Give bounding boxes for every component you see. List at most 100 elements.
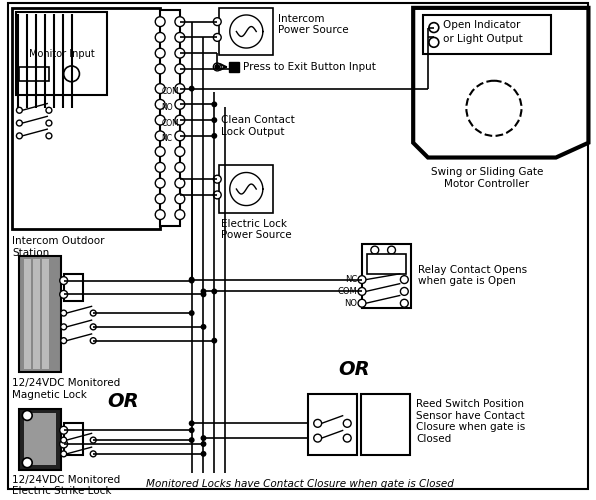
Circle shape — [175, 178, 185, 188]
Text: or Light Output: or Light Output — [443, 34, 523, 44]
Circle shape — [313, 420, 322, 428]
Bar — [42, 259, 49, 369]
Circle shape — [189, 86, 195, 91]
Bar — [367, 254, 406, 274]
Text: Clean Contact
Lock Output: Clean Contact Lock Output — [221, 115, 295, 137]
Text: Monitored Locks have Contact Closure when gate is Closed: Monitored Locks have Contact Closure whe… — [146, 480, 454, 490]
Circle shape — [61, 437, 67, 443]
Circle shape — [213, 18, 221, 25]
Circle shape — [213, 63, 221, 71]
Circle shape — [313, 434, 322, 442]
Circle shape — [60, 440, 67, 448]
Circle shape — [189, 276, 195, 282]
Circle shape — [358, 276, 366, 283]
Circle shape — [429, 22, 439, 32]
Circle shape — [175, 100, 185, 110]
Circle shape — [175, 84, 185, 94]
Text: Open Indicator: Open Indicator — [443, 20, 520, 30]
Circle shape — [22, 410, 32, 420]
Text: COM: COM — [161, 87, 179, 96]
Circle shape — [175, 32, 185, 42]
Circle shape — [189, 420, 195, 426]
Circle shape — [466, 80, 522, 136]
Circle shape — [90, 310, 96, 316]
Bar — [423, 15, 551, 54]
Circle shape — [90, 338, 96, 344]
Bar — [17, 12, 107, 96]
Circle shape — [155, 64, 165, 74]
Circle shape — [61, 338, 67, 344]
Circle shape — [61, 451, 67, 457]
Circle shape — [46, 133, 52, 139]
Text: NC: NC — [161, 134, 172, 143]
Circle shape — [175, 194, 185, 204]
Text: Swing or Sliding Gate
Motor Controller: Swing or Sliding Gate Motor Controller — [431, 168, 543, 189]
Bar — [20, 256, 61, 372]
Text: 12/24VDC Monitored
Electric Strike Lock: 12/24VDC Monitored Electric Strike Lock — [13, 474, 121, 496]
Circle shape — [429, 38, 439, 48]
Circle shape — [212, 102, 218, 107]
Text: Electric Lock
Power Source: Electric Lock Power Source — [221, 218, 292, 240]
Circle shape — [175, 210, 185, 220]
Text: OR: OR — [107, 392, 138, 411]
Text: COM: COM — [337, 287, 357, 296]
Circle shape — [90, 324, 96, 330]
Circle shape — [90, 451, 96, 457]
Circle shape — [175, 115, 185, 125]
Circle shape — [64, 66, 79, 82]
Circle shape — [61, 324, 67, 330]
Circle shape — [155, 100, 165, 110]
Circle shape — [212, 288, 218, 294]
Bar — [219, 166, 274, 212]
Circle shape — [60, 290, 67, 298]
Circle shape — [401, 300, 408, 307]
Circle shape — [200, 324, 206, 330]
Circle shape — [46, 120, 52, 126]
Text: Relay Contact Opens
when gate is Open: Relay Contact Opens when gate is Open — [418, 265, 527, 286]
Circle shape — [60, 276, 67, 284]
Circle shape — [155, 48, 165, 58]
Circle shape — [200, 451, 206, 457]
Circle shape — [175, 146, 185, 156]
Bar — [20, 67, 49, 80]
Circle shape — [60, 426, 67, 434]
Circle shape — [155, 32, 165, 42]
Circle shape — [343, 420, 351, 428]
Circle shape — [212, 117, 218, 123]
Circle shape — [189, 278, 195, 283]
Circle shape — [155, 194, 165, 204]
Circle shape — [175, 131, 185, 141]
Circle shape — [90, 437, 96, 443]
Circle shape — [371, 246, 378, 254]
Circle shape — [189, 437, 195, 443]
Circle shape — [175, 16, 185, 26]
Circle shape — [358, 300, 366, 307]
Circle shape — [401, 276, 408, 283]
Bar — [33, 259, 40, 369]
Circle shape — [200, 441, 206, 447]
Bar — [160, 10, 180, 226]
Circle shape — [155, 178, 165, 188]
Circle shape — [189, 428, 195, 433]
Text: NO: NO — [161, 103, 173, 112]
Bar — [24, 414, 56, 465]
Circle shape — [213, 34, 221, 42]
Text: 12/24VDC Monitored
Magnetic Lock: 12/24VDC Monitored Magnetic Lock — [13, 378, 121, 400]
Bar — [20, 408, 61, 470]
Bar — [24, 259, 31, 369]
Circle shape — [212, 133, 218, 139]
Circle shape — [175, 64, 185, 74]
Text: Press to Exit Button Input: Press to Exit Button Input — [243, 62, 375, 72]
Circle shape — [343, 434, 351, 442]
Bar — [13, 8, 160, 230]
Circle shape — [200, 292, 206, 298]
Circle shape — [17, 108, 22, 113]
Circle shape — [155, 115, 165, 125]
Circle shape — [155, 146, 165, 156]
Text: Reed Switch Position
Sensor have Contact
Closure when gate is
Closed: Reed Switch Position Sensor have Contact… — [416, 399, 526, 444]
Bar — [308, 394, 357, 455]
Text: COM: COM — [161, 118, 179, 128]
Circle shape — [213, 191, 221, 199]
Circle shape — [387, 246, 396, 254]
Circle shape — [189, 310, 195, 316]
